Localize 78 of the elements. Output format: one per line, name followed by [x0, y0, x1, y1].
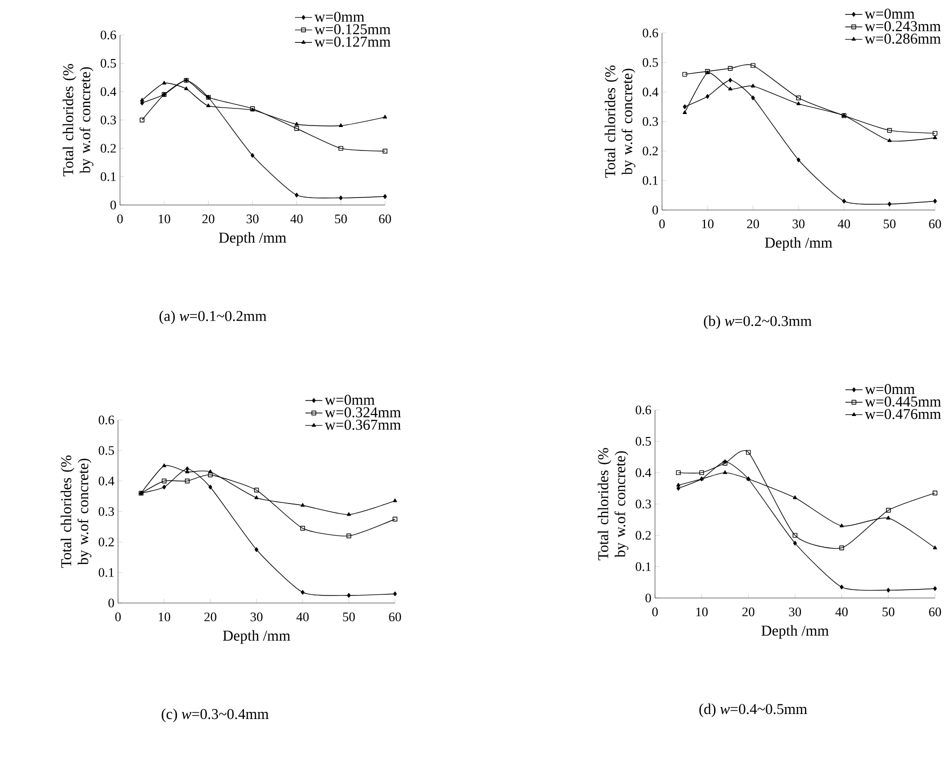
x-tick-label: 10	[702, 220, 714, 228]
y-tick-label: 0	[110, 200, 116, 210]
x-tick-label: 60	[929, 220, 942, 228]
x-axis-title: Depth /mm	[218, 232, 286, 246]
y-tick-label: 0.3	[642, 117, 658, 126]
y-tick-label: 0.4	[100, 87, 116, 96]
x-tick-label: 10	[158, 214, 170, 224]
x-tick-label: 20	[202, 214, 214, 224]
legend-label: w=0mm	[864, 384, 915, 394]
text: (d) w=0.4~0.5mm	[699, 704, 808, 718]
x-tick-label: 60	[389, 612, 402, 622]
y-tick-label: 0.6	[636, 406, 652, 414]
text: (c) w=0.3~0.4mm	[162, 708, 269, 722]
y-tick-label: 0.2	[642, 146, 658, 156]
x-axis-title: Depth /mm	[761, 625, 829, 639]
x-tick-label: 30	[792, 220, 805, 228]
x-tick-label: 40	[290, 214, 303, 224]
y-tick-label: 0	[645, 594, 651, 602]
y-axis-title: Total chlorides (% by w.of concrete)	[62, 64, 94, 176]
y-tick-label: 0.3	[98, 507, 114, 516]
y-axis-title: Total chlorides (% by w.of concrete)	[598, 448, 628, 560]
y-tick-label: 0.2	[636, 530, 651, 540]
x-tick-label: 20	[742, 608, 754, 616]
x-tick-label: 50	[343, 612, 355, 622]
y-tick-label: 0.6	[100, 30, 116, 40]
x-tick-label: 40	[296, 612, 309, 622]
x-axis-title: Depth /mm	[222, 630, 290, 644]
y-tick-label: 0.4	[642, 88, 658, 96]
x-tick-label: 50	[335, 214, 347, 224]
legend-label: w=0.243mm	[864, 21, 941, 32]
y-tick-label: 0.3	[636, 500, 651, 508]
y-tick-label: 0.1	[636, 562, 651, 572]
legend-label: w=0.367mm	[324, 420, 401, 430]
text: (b) w=0.2~0.3mm	[704, 316, 812, 330]
y-tick-label: 0.3	[100, 116, 116, 124]
y-tick-label: 0.4	[636, 468, 652, 478]
y-tick-label: 0.5	[98, 446, 114, 455]
y-tick-label: 0.5	[636, 436, 651, 446]
legend-label: w=0.324mm	[324, 407, 401, 418]
y-tick-label: 0	[652, 206, 658, 214]
text: (a) w=0.1~0.2mm	[160, 310, 266, 324]
y-tick-label: 0.6	[98, 416, 114, 424]
y-tick-label: 0.1	[98, 568, 114, 577]
legend-label: w=0.127mm	[314, 36, 391, 47]
x-tick-label: 0	[117, 214, 123, 224]
y-tick-label: 0.4	[98, 476, 114, 486]
legend-label: w=0.286mm	[864, 34, 941, 44]
x-tick-label: 50	[882, 608, 894, 616]
x-tick-label: 30	[789, 608, 802, 616]
x-tick-label: 30	[246, 214, 259, 224]
y-axis-title: Total chlorides (% by w.of concrete)	[604, 65, 636, 178]
x-tick-label: 10	[696, 608, 708, 616]
legend-label: w=0.445mm	[864, 396, 941, 407]
y-tick-label: 0.2	[100, 144, 116, 153]
y-tick-label: 0.5	[100, 58, 116, 68]
x-tick-label: 60	[379, 214, 392, 224]
x-tick-label: 10	[158, 612, 170, 622]
legend-label: w=0mm	[314, 12, 364, 22]
x-tick-label: 40	[835, 608, 848, 616]
x-tick-label: 20	[204, 612, 216, 622]
y-tick-label: 0.2	[98, 538, 114, 546]
y-tick-label: 0	[108, 598, 114, 608]
y-tick-label: 0.5	[642, 58, 658, 67]
x-tick-label: 30	[250, 612, 263, 622]
x-tick-label: 50	[884, 220, 896, 228]
legend-label: w=0.476mm	[864, 408, 941, 420]
x-axis-title: Depth /mm	[764, 237, 832, 251]
y-tick-label: 0.1	[642, 176, 658, 185]
x-tick-label: 40	[838, 220, 850, 228]
y-axis-title: Total chlorides (% by w.of concrete)	[60, 455, 92, 568]
legend-label: w=0mm	[324, 394, 375, 405]
x-tick-label: 0	[659, 220, 665, 228]
legend-label: w=0.125mm	[314, 24, 391, 34]
x-tick-label: 60	[929, 608, 942, 616]
y-tick-label: 0.1	[100, 172, 116, 182]
x-tick-label: 20	[747, 220, 760, 228]
y-tick-label: 0.6	[642, 28, 658, 38]
legend-label: w=0mm	[864, 8, 915, 19]
